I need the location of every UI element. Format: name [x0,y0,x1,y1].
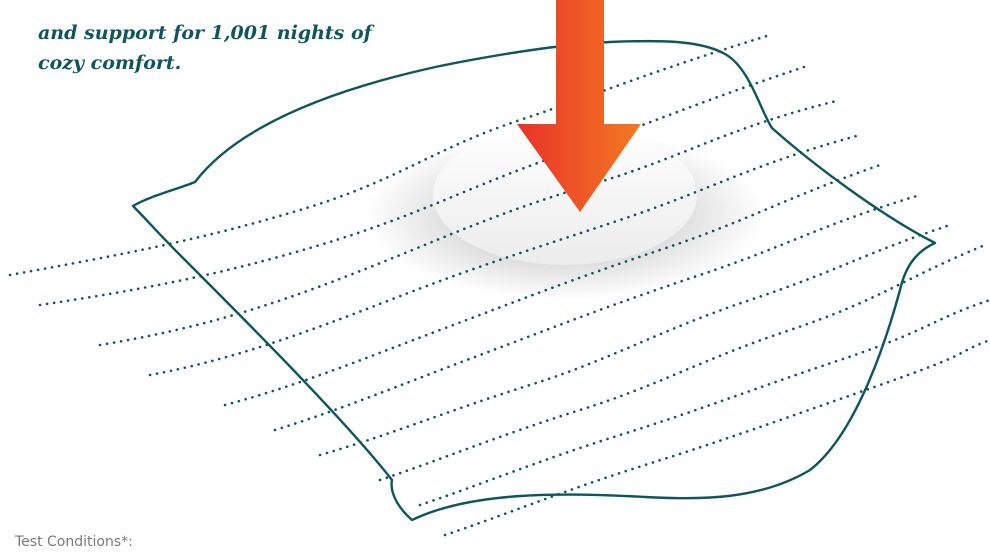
fabric-dotted-line [273,193,922,432]
fabric-dotted-line [318,223,952,457]
tagline-text: and support for 1,001 nights of cozy com… [38,18,372,78]
fabric-dotted-line [443,338,990,537]
down-arrow-icon [517,0,641,212]
fabric-dotted-line [98,98,842,347]
tagline-line-2: cozy comfort. [38,52,182,74]
fabric-dotted-line [38,63,812,307]
tagline-line-1: and support for 1,001 nights of [38,22,372,44]
test-conditions-label: Test Conditions*: [15,534,133,550]
pillow-outline [131,39,937,522]
fabric-dotted-line [418,298,990,507]
pressure-dent [433,125,697,265]
fabric-dotted-line [8,33,772,277]
fabric-dotted-line [223,163,882,407]
fabric-dotted-line [378,243,987,482]
fabric-dotted-lines [8,33,990,537]
